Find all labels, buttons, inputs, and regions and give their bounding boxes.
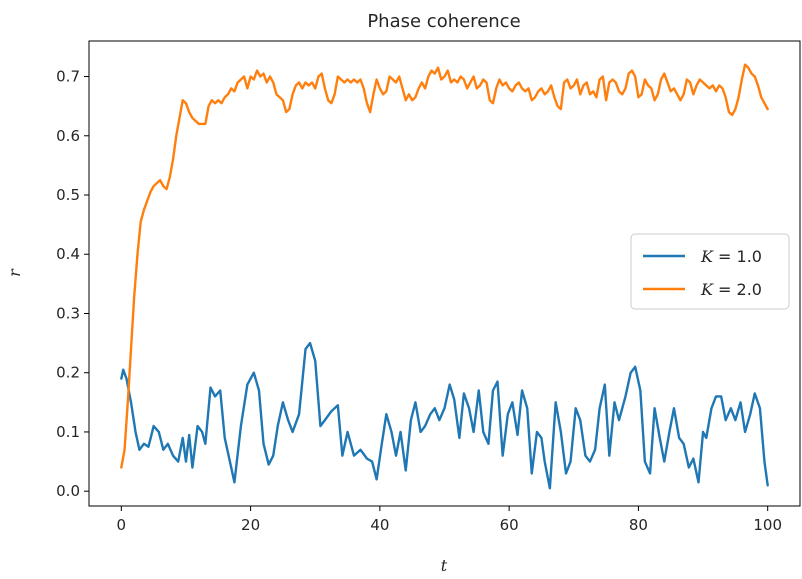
legend-label: K = 1.0: [700, 247, 762, 266]
legend-label: K = 2.0: [700, 280, 762, 299]
series-line-1: [120, 341, 769, 490]
y-axis-ticks: 0.0 0.1 0.2 0.3 0.4 0.5 0.6 0.7: [56, 68, 89, 500]
x-tick-label: 40: [370, 516, 389, 534]
series-line-2: [120, 63, 769, 469]
y-tick-label: 0.4: [56, 245, 80, 263]
x-axis-ticks: 0 20 40 60 80 100: [117, 506, 782, 534]
chart-title: Phase coherence: [367, 11, 520, 32]
legend-box: [630, 233, 790, 310]
y-tick-label: 0.7: [56, 68, 80, 86]
x-tick-label: 0: [117, 516, 127, 534]
x-tick-label: 60: [500, 516, 519, 534]
legend: K = 1.0 K = 2.0: [630, 233, 790, 310]
y-tick-label: 0.5: [56, 186, 80, 204]
x-tick-label: 100: [753, 516, 782, 534]
y-tick-label: 0.6: [56, 127, 80, 145]
x-axis-label: t: [441, 556, 448, 575]
x-tick-label: 20: [241, 516, 260, 534]
plot-frame: [88, 40, 801, 507]
series-layer: [120, 63, 769, 490]
y-tick-label: 0.2: [56, 364, 80, 382]
y-tick-label: 0.0: [56, 482, 80, 500]
y-tick-label: 0.3: [56, 304, 80, 322]
y-tick-label: 0.1: [56, 423, 80, 441]
x-tick-label: 80: [629, 516, 648, 534]
y-axis-label: r: [5, 268, 24, 277]
